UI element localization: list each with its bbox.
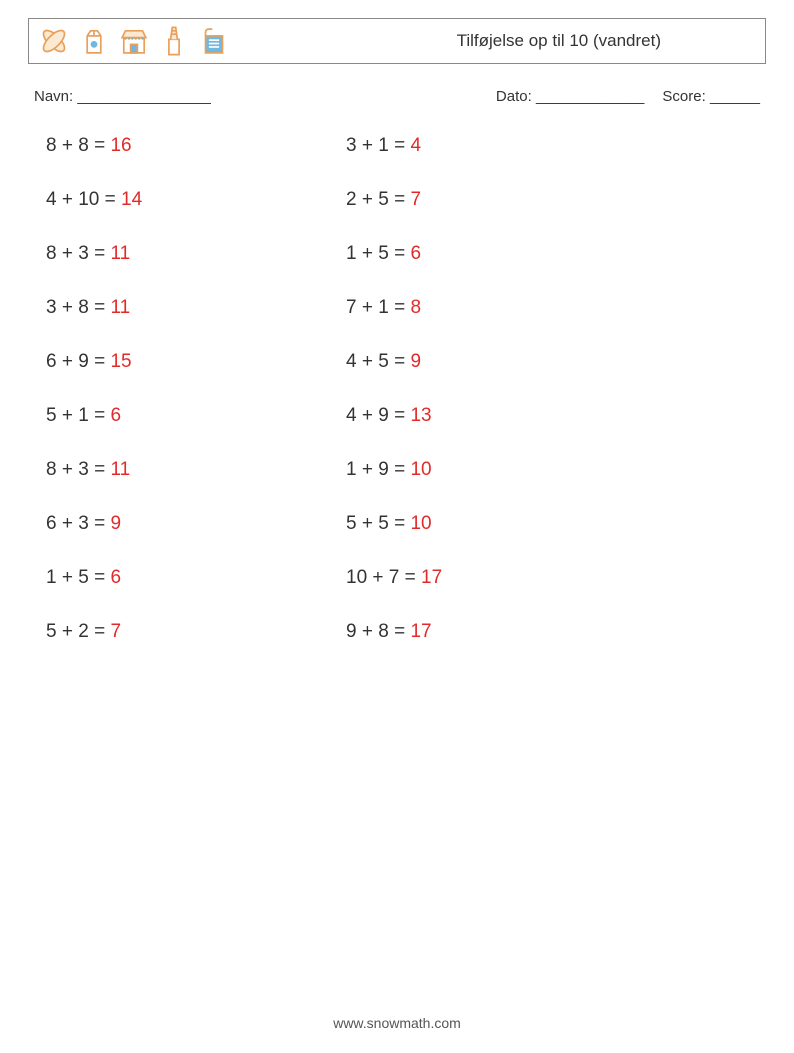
problem-answer: 11 <box>110 243 130 264</box>
bread-bag-icon <box>157 24 191 58</box>
problem-expression: 5 + 2 = <box>46 621 110 642</box>
problem-expression: 3 + 1 = <box>346 135 410 156</box>
problem-answer: 6 <box>110 567 121 588</box>
problem-answer: 10 <box>410 513 431 534</box>
problem-answer: 17 <box>421 567 442 588</box>
meta-right: Dato: _____________ Score: ______ <box>496 88 760 105</box>
problem-row: 4 + 9 = 13 <box>346 405 646 427</box>
problem-answer: 14 <box>121 189 142 210</box>
score-label: Score: <box>662 88 705 105</box>
problem-answer: 13 <box>410 405 431 426</box>
problem-expression: 8 + 8 = <box>46 135 110 156</box>
problem-expression: 8 + 3 = <box>46 243 110 264</box>
problem-row: 1 + 9 = 10 <box>346 459 646 481</box>
problem-answer: 11 <box>110 459 130 480</box>
problem-answer: 4 <box>410 135 421 156</box>
problem-answer: 6 <box>110 405 121 426</box>
problem-row: 8 + 3 = 11 <box>46 243 346 265</box>
name-field: Navn: ________________ <box>34 88 211 105</box>
problem-row: 10 + 7 = 17 <box>346 567 646 589</box>
name-blank: ________________ <box>77 88 210 105</box>
problem-row: 2 + 5 = 7 <box>346 189 646 211</box>
date-label: Dato: <box>496 88 532 105</box>
problem-answer: 8 <box>410 297 421 318</box>
problems-grid: 8 + 8 = 164 + 10 = 148 + 3 = 113 + 8 = 1… <box>46 135 766 643</box>
footer-url: www.snowmath.com <box>0 1015 794 1031</box>
problem-expression: 7 + 1 = <box>346 297 410 318</box>
problem-row: 9 + 8 = 17 <box>346 621 646 643</box>
date-blank: _____________ <box>536 88 644 105</box>
problem-answer: 7 <box>110 621 121 642</box>
worksheet-title: Tilføjelse op til 10 (vandret) <box>457 31 661 51</box>
problem-expression: 6 + 9 = <box>46 351 110 372</box>
problem-row: 1 + 5 = 6 <box>46 567 346 589</box>
problem-row: 5 + 1 = 6 <box>46 405 346 427</box>
problem-answer: 7 <box>410 189 421 210</box>
problem-expression: 4 + 5 = <box>346 351 410 372</box>
problem-row: 8 + 8 = 16 <box>46 135 346 157</box>
problem-expression: 4 + 9 = <box>346 405 410 426</box>
problem-row: 7 + 1 = 8 <box>346 297 646 319</box>
problem-expression: 3 + 8 = <box>46 297 110 318</box>
score-blank: ______ <box>710 88 760 105</box>
shop-icon <box>117 24 151 58</box>
problem-expression: 2 + 5 = <box>346 189 410 210</box>
problem-expression: 8 + 3 = <box>46 459 110 480</box>
problem-expression: 5 + 5 = <box>346 513 410 534</box>
problem-expression: 10 + 7 = <box>346 567 421 588</box>
problem-row: 8 + 3 = 11 <box>46 459 346 481</box>
problem-row: 4 + 10 = 14 <box>46 189 346 211</box>
problem-expression: 4 + 10 = <box>46 189 121 210</box>
problem-answer: 9 <box>110 513 121 534</box>
problems-column-1: 8 + 8 = 164 + 10 = 148 + 3 = 113 + 8 = 1… <box>46 135 346 643</box>
problem-expression: 9 + 8 = <box>346 621 410 642</box>
milk-carton-icon <box>77 24 111 58</box>
problem-row: 6 + 9 = 15 <box>46 351 346 373</box>
problem-row: 5 + 2 = 7 <box>46 621 346 643</box>
problem-row: 3 + 8 = 11 <box>46 297 346 319</box>
problem-expression: 1 + 9 = <box>346 459 410 480</box>
problem-answer: 17 <box>410 621 431 642</box>
bread-cross-icon <box>37 24 71 58</box>
name-label: Navn: <box>34 88 73 105</box>
problem-answer: 6 <box>410 243 421 264</box>
problem-row: 3 + 1 = 4 <box>346 135 646 157</box>
problem-answer: 10 <box>410 459 431 480</box>
problem-row: 5 + 5 = 10 <box>346 513 646 535</box>
problem-row: 4 + 5 = 9 <box>346 351 646 373</box>
problem-expression: 1 + 5 = <box>46 567 110 588</box>
problem-answer: 9 <box>410 351 421 372</box>
meta-row: Navn: ________________ Dato: ___________… <box>34 88 760 105</box>
problem-expression: 6 + 3 = <box>46 513 110 534</box>
worksheet-page: Tilføjelse op til 10 (vandret) Navn: ___… <box>0 0 794 643</box>
problem-row: 6 + 3 = 9 <box>46 513 346 535</box>
problem-expression: 5 + 1 = <box>46 405 110 426</box>
problems-column-2: 3 + 1 = 4 2 + 5 = 7 1 + 5 = 6 7 + 1 = 8 4 + … <box>346 135 646 643</box>
score-field: Score: ______ <box>662 88 760 105</box>
problem-answer: 15 <box>110 351 131 372</box>
header-icon-row <box>37 24 231 58</box>
problem-expression: 1 + 5 = <box>346 243 410 264</box>
toaster-icon <box>197 24 231 58</box>
problem-answer: 16 <box>110 135 131 156</box>
problem-row: 1 + 5 = 6 <box>346 243 646 265</box>
problem-answer: 11 <box>110 297 130 318</box>
date-field: Dato: _____________ <box>496 88 644 105</box>
header-box: Tilføjelse op til 10 (vandret) <box>28 18 766 64</box>
